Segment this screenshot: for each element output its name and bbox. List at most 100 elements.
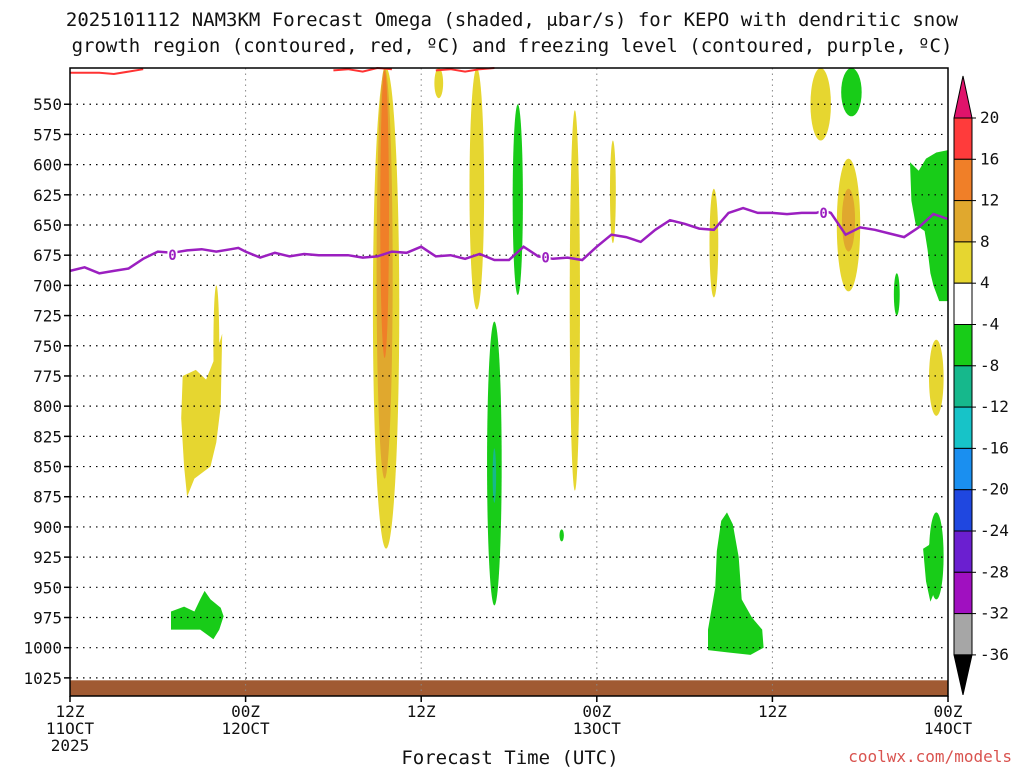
ytick-label-775: 775 [33, 367, 62, 386]
ytick-label-800: 800 [33, 397, 62, 416]
omega-region-15 [841, 188, 856, 252]
freezing-label-bg-0 [167, 247, 178, 264]
colorbar-bin-12 [953, 613, 973, 656]
colorbar-label-13: -36 [980, 645, 1009, 664]
ytick-label-750: 750 [33, 337, 62, 356]
omega-region-5 [512, 104, 523, 296]
chart-title-line-1: 2025101112 NAM3KM Forecast Omega (shaded… [66, 9, 959, 31]
y-axis-ticks: 550 575 600 625 650 675 700 725 750 775 800 825 850 8… [23, 95, 70, 688]
freezing-level-line [69, 206, 949, 275]
ytick-label-1025: 1025 [23, 669, 62, 688]
ytick-label-1000: 1000 [23, 639, 62, 658]
colorbar-label-10: -24 [980, 521, 1009, 540]
omega-region-12 [810, 68, 831, 141]
dendritic-segment-2 [435, 67, 495, 73]
colorbar: 20 16 12 8 4 -4 -8 -12 -16 -20 -24 -28 -32 -36 [953, 75, 1009, 696]
ytick-label-900: 900 [33, 518, 62, 537]
colorbar-bin-4 [953, 282, 973, 326]
omega-polygon-1 [171, 590, 224, 640]
xtick-label-0-3: 2025 [51, 736, 90, 755]
omega-region-17 [928, 339, 944, 416]
ytick-label-700: 700 [33, 276, 62, 295]
xtick-label-36-2: 13OCT [573, 719, 622, 738]
omega-polygon-3 [910, 150, 948, 302]
freezing-level-label-0: 0 [168, 248, 176, 264]
ytick-label-650: 650 [33, 216, 62, 235]
ytick-label-875: 875 [33, 488, 62, 507]
terrain-fill [70, 680, 948, 696]
freezing-level-contour: 0 0 0 [69, 204, 949, 275]
omega-region-13 [841, 68, 862, 117]
credit-text: coolwx.com/models [848, 747, 1012, 766]
colorbar-label-1: 16 [980, 149, 999, 168]
xtick-label-0-2: 11OCT [46, 719, 95, 738]
xtick-label-60-1: 00Z [934, 702, 963, 721]
omega-polygon-0 [181, 333, 223, 497]
freezing-level-label-2: 0 [819, 206, 827, 222]
omega-region-11 [709, 188, 719, 298]
freezing-label-bg-1 [540, 249, 551, 266]
xtick-label-12-2: 12OCT [222, 719, 271, 738]
omega-region-18 [559, 529, 564, 542]
colorbar-bin-11 [953, 571, 973, 615]
ytick-label-725: 725 [33, 307, 62, 326]
colorbar-label-0: 20 [980, 108, 999, 127]
freezing-level-label-1: 0 [541, 251, 549, 267]
omega-region-7 [609, 140, 616, 244]
colorbar-label-2: 12 [980, 191, 999, 210]
colorbar-label-5: -4 [980, 315, 999, 334]
ytick-label-850: 850 [33, 458, 62, 477]
xtick-label-0-1: 12Z [56, 702, 85, 721]
colorbar-bin-9 [953, 489, 973, 532]
omega-region-3 [469, 67, 485, 310]
omega-region-4 [434, 68, 444, 99]
colorbar-label-8: -16 [980, 438, 1009, 457]
ytick-label-675: 675 [33, 246, 62, 265]
colorbar-bin-3 [953, 241, 973, 284]
colorbar-bin-6 [953, 365, 973, 408]
colorbar-label-4: 4 [980, 273, 990, 292]
xtick-label-36-1: 00Z [582, 702, 611, 721]
ytick-label-600: 600 [33, 156, 62, 175]
xtick-label-48-1: 12Z [758, 702, 787, 721]
terrain-band [70, 680, 948, 696]
colorbar-over-triangle [953, 75, 973, 119]
omega-region-9 [492, 448, 497, 503]
colorbar-label-3: 8 [980, 232, 990, 251]
colorbar-bin-2 [953, 200, 973, 243]
colorbar-label-6: -8 [980, 356, 999, 375]
omega-shading [171, 67, 948, 655]
omega-polygon-4 [923, 533, 937, 602]
chart-title-line-2: growth region (contoured, red, ºC) and f… [72, 35, 953, 57]
ytick-label-975: 975 [33, 609, 62, 628]
colorbar-bin-1 [953, 158, 973, 202]
colorbar-bin-10 [953, 530, 973, 573]
colorbar-label-9: -20 [980, 480, 1009, 499]
colorbar-label-12: -32 [980, 604, 1009, 623]
grid-lines [70, 68, 948, 696]
dendritic-segment-0 [70, 68, 144, 76]
plot-frame [69, 67, 949, 697]
ytick-label-950: 950 [33, 578, 62, 597]
plot-area: 0 0 0 [69, 66, 949, 697]
omega-region-2 [380, 70, 390, 358]
ytick-label-625: 625 [33, 186, 62, 205]
ytick-label-825: 825 [33, 427, 62, 446]
colorbar-bin-8 [953, 447, 973, 491]
colorbar-under-triangle [953, 654, 973, 696]
colorbar-bin-7 [953, 406, 973, 449]
ytick-label-550: 550 [33, 95, 62, 114]
xtick-label-12-1: 00Z [231, 702, 260, 721]
freezing-label-bg-2 [818, 204, 829, 221]
ytick-label-925: 925 [33, 548, 62, 567]
colorbar-bin-0 [953, 117, 973, 160]
omega-polygon-2 [708, 512, 764, 655]
ytick-label-575: 575 [33, 125, 62, 144]
x-axis-label: Forecast Time (UTC) [401, 747, 618, 768]
colorbar-label-7: -12 [980, 397, 1009, 416]
colorbar-bin-5 [953, 324, 973, 367]
omega-region-16 [893, 273, 900, 316]
colorbar-label-11: -28 [980, 562, 1009, 581]
xtick-label-60-2: 14OCT [924, 719, 973, 738]
